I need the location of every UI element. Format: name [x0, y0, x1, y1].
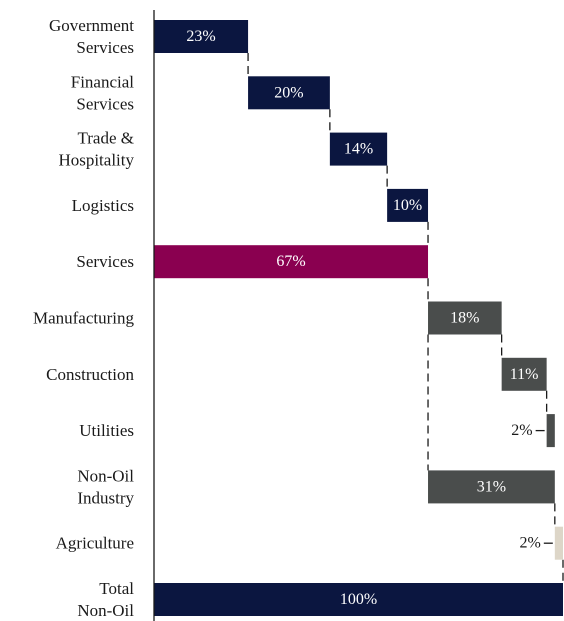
category-label: Trade & — [77, 129, 134, 148]
bar-value-label: 100% — [340, 591, 377, 608]
bar-2 — [329, 132, 388, 166]
category-label: Government — [49, 16, 134, 35]
bar-value-label: 2% — [511, 422, 532, 439]
bar-value-label: 14% — [344, 141, 373, 158]
category-label: Services — [76, 94, 134, 113]
bar-8 — [428, 470, 555, 504]
bar-1 — [248, 76, 330, 110]
category-label: Industry — [77, 488, 134, 507]
bar-value-label: 18% — [450, 310, 479, 327]
bar-7 — [546, 414, 555, 448]
bar-6 — [501, 357, 547, 391]
bar-10 — [154, 583, 563, 616]
category-label: Hospitality — [58, 151, 134, 170]
bar-value-label: 31% — [477, 478, 506, 495]
bar-value-label: 23% — [186, 28, 215, 45]
category-label: Agriculture — [56, 534, 134, 553]
category-label: Logistics — [72, 196, 134, 215]
category-label: Total — [99, 579, 134, 598]
bar-3 — [387, 188, 429, 222]
category-label: Financial — [71, 72, 135, 91]
bar-9 — [554, 526, 563, 560]
bar-0 — [154, 20, 249, 53]
bar-5 — [428, 301, 502, 335]
bar-value-label: 67% — [276, 253, 305, 270]
category-label: Non-Oil — [77, 466, 134, 485]
bar-4 — [154, 245, 429, 279]
category-label: Services — [76, 38, 134, 57]
bar-value-label: 2% — [519, 535, 540, 552]
category-label: Utilities — [79, 421, 134, 440]
category-label: Services — [76, 252, 134, 271]
bar-value-label: 10% — [393, 197, 422, 214]
category-label: Manufacturing — [33, 309, 135, 328]
category-label: Construction — [46, 365, 134, 384]
category-label: Non-Oil — [77, 601, 134, 620]
bar-value-label: 20% — [274, 84, 303, 101]
bar-value-label: 11% — [510, 366, 539, 383]
